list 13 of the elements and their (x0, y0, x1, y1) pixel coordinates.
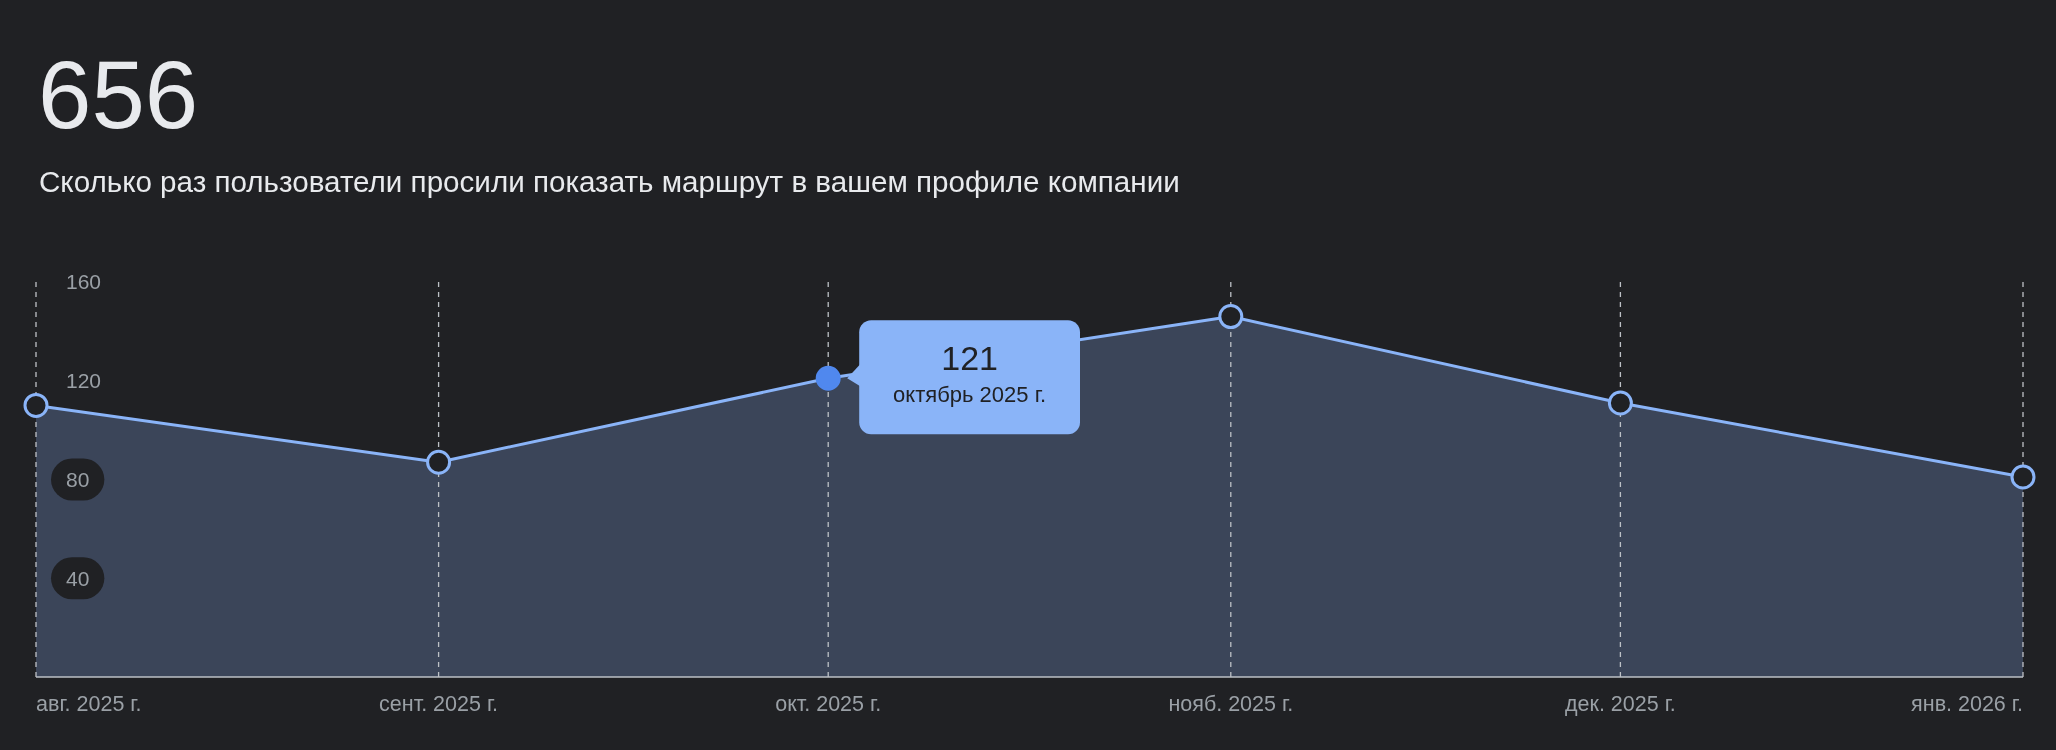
y-tick-label: 160 (66, 270, 102, 294)
x-tick-label: дек. 2025 г. (1564, 692, 1676, 716)
x-tick-label: окт. 2025 г. (775, 692, 882, 716)
chart-title: 656 (38, 41, 199, 148)
x-tick-label: янв. 2026 г. (1911, 692, 2023, 716)
y-tick-label: 40 (66, 566, 90, 590)
x-tick-label: авг. 2025 г. (36, 692, 142, 716)
annotation: 121 октябрь 2025 г. (893, 338, 1047, 407)
y-tick-label: 80 (66, 467, 90, 491)
x-tick-label: сент. 2025 г. (379, 692, 499, 716)
x-tick-label: нояб. 2025 г. (1168, 692, 1294, 716)
chart-subtitle: Сколько раз пользователи просили показать маршрут в вашем профиле компании (39, 165, 1180, 198)
y-tick-label: 120 (66, 369, 102, 393)
